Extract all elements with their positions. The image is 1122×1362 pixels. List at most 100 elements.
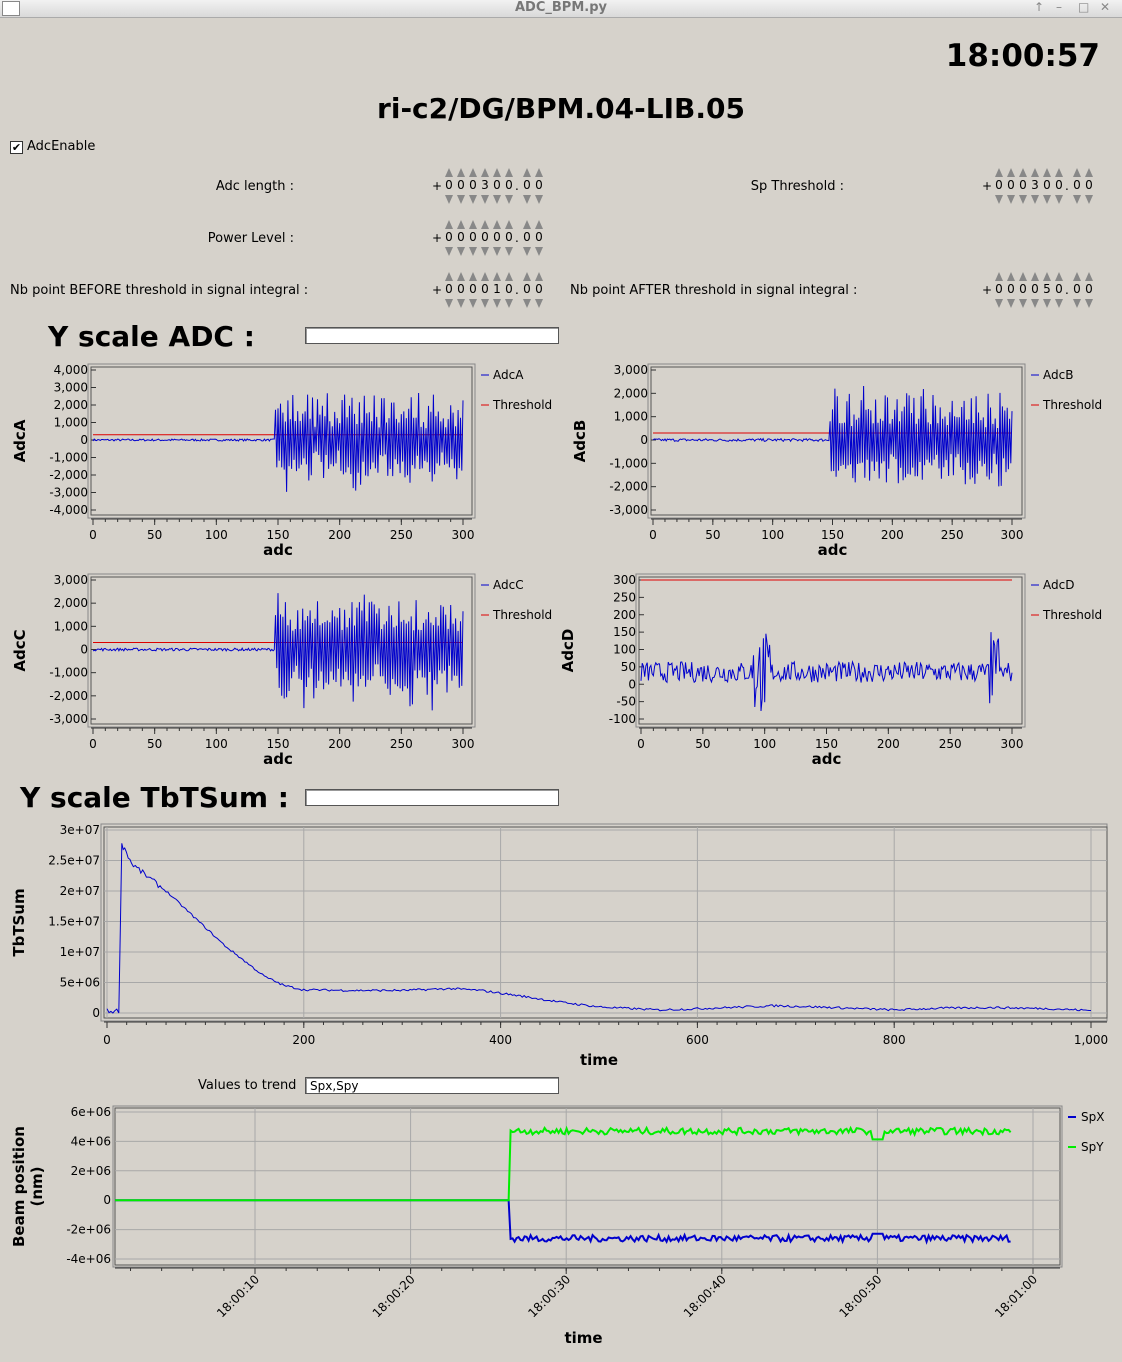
increment-arrow-icon[interactable] — [445, 220, 453, 229]
spin-digit[interactable]: 0 — [1072, 168, 1082, 204]
spin-digit[interactable]: 0 — [1042, 168, 1052, 204]
increment-arrow-icon[interactable] — [1043, 272, 1051, 281]
increment-arrow-icon[interactable] — [1073, 272, 1081, 281]
decrement-arrow-icon[interactable] — [535, 195, 543, 204]
adc-length-spinbox[interactable]: +0 0 0 3 0 0. 0 0 — [432, 168, 558, 204]
increment-arrow-icon[interactable] — [505, 220, 513, 229]
increment-arrow-icon[interactable] — [1031, 272, 1039, 281]
increment-arrow-icon[interactable] — [523, 272, 531, 281]
increment-arrow-icon[interactable] — [1043, 168, 1051, 177]
decrement-arrow-icon[interactable] — [493, 247, 501, 256]
decrement-arrow-icon[interactable] — [1031, 195, 1039, 204]
sp-threshold-spinbox[interactable]: +0 0 0 3 0 0. 0 0 — [982, 168, 1108, 204]
power-level-spinbox[interactable]: +0 0 0 0 0 0. 0 0 — [432, 220, 558, 256]
increment-arrow-icon[interactable] — [1031, 168, 1039, 177]
decrement-arrow-icon[interactable] — [457, 247, 465, 256]
decrement-arrow-icon[interactable] — [1043, 195, 1051, 204]
decrement-arrow-icon[interactable] — [505, 299, 513, 308]
decrement-arrow-icon[interactable] — [1085, 299, 1093, 308]
increment-arrow-icon[interactable] — [469, 168, 477, 177]
keep-above-icon[interactable]: ↑ — [1034, 0, 1045, 14]
decrement-arrow-icon[interactable] — [469, 299, 477, 308]
spin-digit[interactable]: 1 — [492, 272, 502, 308]
checkbox-tick-icon[interactable]: ✔ — [10, 141, 23, 154]
increment-arrow-icon[interactable] — [1019, 168, 1027, 177]
decrement-arrow-icon[interactable] — [1085, 195, 1093, 204]
increment-arrow-icon[interactable] — [523, 220, 531, 229]
increment-arrow-icon[interactable] — [535, 272, 543, 281]
spin-digit[interactable]: 0 — [468, 168, 478, 204]
close-icon[interactable]: ✕ — [1100, 0, 1111, 14]
decrement-arrow-icon[interactable] — [535, 247, 543, 256]
decrement-arrow-icon[interactable] — [445, 299, 453, 308]
decrement-arrow-icon[interactable] — [505, 247, 513, 256]
increment-arrow-icon[interactable] — [457, 272, 465, 281]
adc-scale-input[interactable] — [305, 327, 559, 344]
decrement-arrow-icon[interactable] — [1043, 299, 1051, 308]
decrement-arrow-icon[interactable] — [523, 247, 531, 256]
increment-arrow-icon[interactable] — [535, 220, 543, 229]
increment-arrow-icon[interactable] — [445, 272, 453, 281]
spin-digit[interactable]: 0 — [1006, 168, 1016, 204]
decrement-arrow-icon[interactable] — [1007, 195, 1015, 204]
increment-arrow-icon[interactable] — [481, 168, 489, 177]
spin-digit[interactable]: 0 — [534, 272, 544, 308]
decrement-arrow-icon[interactable] — [1073, 195, 1081, 204]
decrement-arrow-icon[interactable] — [1007, 299, 1015, 308]
spin-digit[interactable]: 0 — [492, 168, 502, 204]
spin-digit[interactable]: 0 — [522, 168, 532, 204]
decrement-arrow-icon[interactable] — [1019, 299, 1027, 308]
spin-digit[interactable]: 0 — [1018, 168, 1028, 204]
increment-arrow-icon[interactable] — [493, 272, 501, 281]
increment-arrow-icon[interactable] — [535, 168, 543, 177]
spin-digit[interactable]: 3 — [480, 168, 490, 204]
spin-digit[interactable]: 5 — [1042, 272, 1052, 308]
increment-arrow-icon[interactable] — [1019, 272, 1027, 281]
spin-digit[interactable]: 0 — [1030, 272, 1040, 308]
decrement-arrow-icon[interactable] — [995, 299, 1003, 308]
spin-digit[interactable]: 0 — [444, 272, 454, 308]
nb-after-spinbox[interactable]: +0 0 0 0 5 0. 0 0 — [982, 272, 1108, 308]
increment-arrow-icon[interactable] — [493, 220, 501, 229]
spin-digit[interactable]: 0 — [468, 272, 478, 308]
decrement-arrow-icon[interactable] — [493, 299, 501, 308]
increment-arrow-icon[interactable] — [457, 168, 465, 177]
spin-digit[interactable]: 0 — [492, 220, 502, 256]
spin-digit[interactable]: 0 — [480, 220, 490, 256]
increment-arrow-icon[interactable] — [445, 168, 453, 177]
minimize-icon[interactable]: – — [1056, 0, 1062, 14]
increment-arrow-icon[interactable] — [1073, 168, 1081, 177]
increment-arrow-icon[interactable] — [1055, 168, 1063, 177]
spin-digit[interactable]: 0 — [1072, 272, 1082, 308]
increment-arrow-icon[interactable] — [493, 168, 501, 177]
window-menu-icon[interactable] — [2, 1, 20, 16]
increment-arrow-icon[interactable] — [505, 168, 513, 177]
spin-digit[interactable]: 0 — [456, 168, 466, 204]
spin-digit[interactable]: 0 — [456, 220, 466, 256]
decrement-arrow-icon[interactable] — [523, 195, 531, 204]
decrement-arrow-icon[interactable] — [481, 195, 489, 204]
increment-arrow-icon[interactable] — [995, 168, 1003, 177]
decrement-arrow-icon[interactable] — [1055, 195, 1063, 204]
spin-digit[interactable]: 0 — [1054, 272, 1064, 308]
spin-digit[interactable]: 0 — [994, 272, 1004, 308]
spin-digit[interactable]: 3 — [1030, 168, 1040, 204]
increment-arrow-icon[interactable] — [995, 272, 1003, 281]
spin-digit[interactable]: 0 — [1084, 168, 1094, 204]
spin-digit[interactable]: 0 — [522, 220, 532, 256]
spin-digit[interactable]: 0 — [1006, 272, 1016, 308]
spin-digit[interactable]: 0 — [1018, 272, 1028, 308]
decrement-arrow-icon[interactable] — [457, 195, 465, 204]
increment-arrow-icon[interactable] — [469, 272, 477, 281]
decrement-arrow-icon[interactable] — [523, 299, 531, 308]
increment-arrow-icon[interactable] — [1055, 272, 1063, 281]
decrement-arrow-icon[interactable] — [1031, 299, 1039, 308]
spin-digit[interactable]: 0 — [504, 220, 514, 256]
decrement-arrow-icon[interactable] — [1073, 299, 1081, 308]
spin-digit[interactable]: 0 — [468, 220, 478, 256]
tbt-scale-input[interactable] — [305, 789, 559, 806]
increment-arrow-icon[interactable] — [1007, 168, 1015, 177]
decrement-arrow-icon[interactable] — [457, 299, 465, 308]
decrement-arrow-icon[interactable] — [535, 299, 543, 308]
spin-digit[interactable]: 0 — [994, 168, 1004, 204]
